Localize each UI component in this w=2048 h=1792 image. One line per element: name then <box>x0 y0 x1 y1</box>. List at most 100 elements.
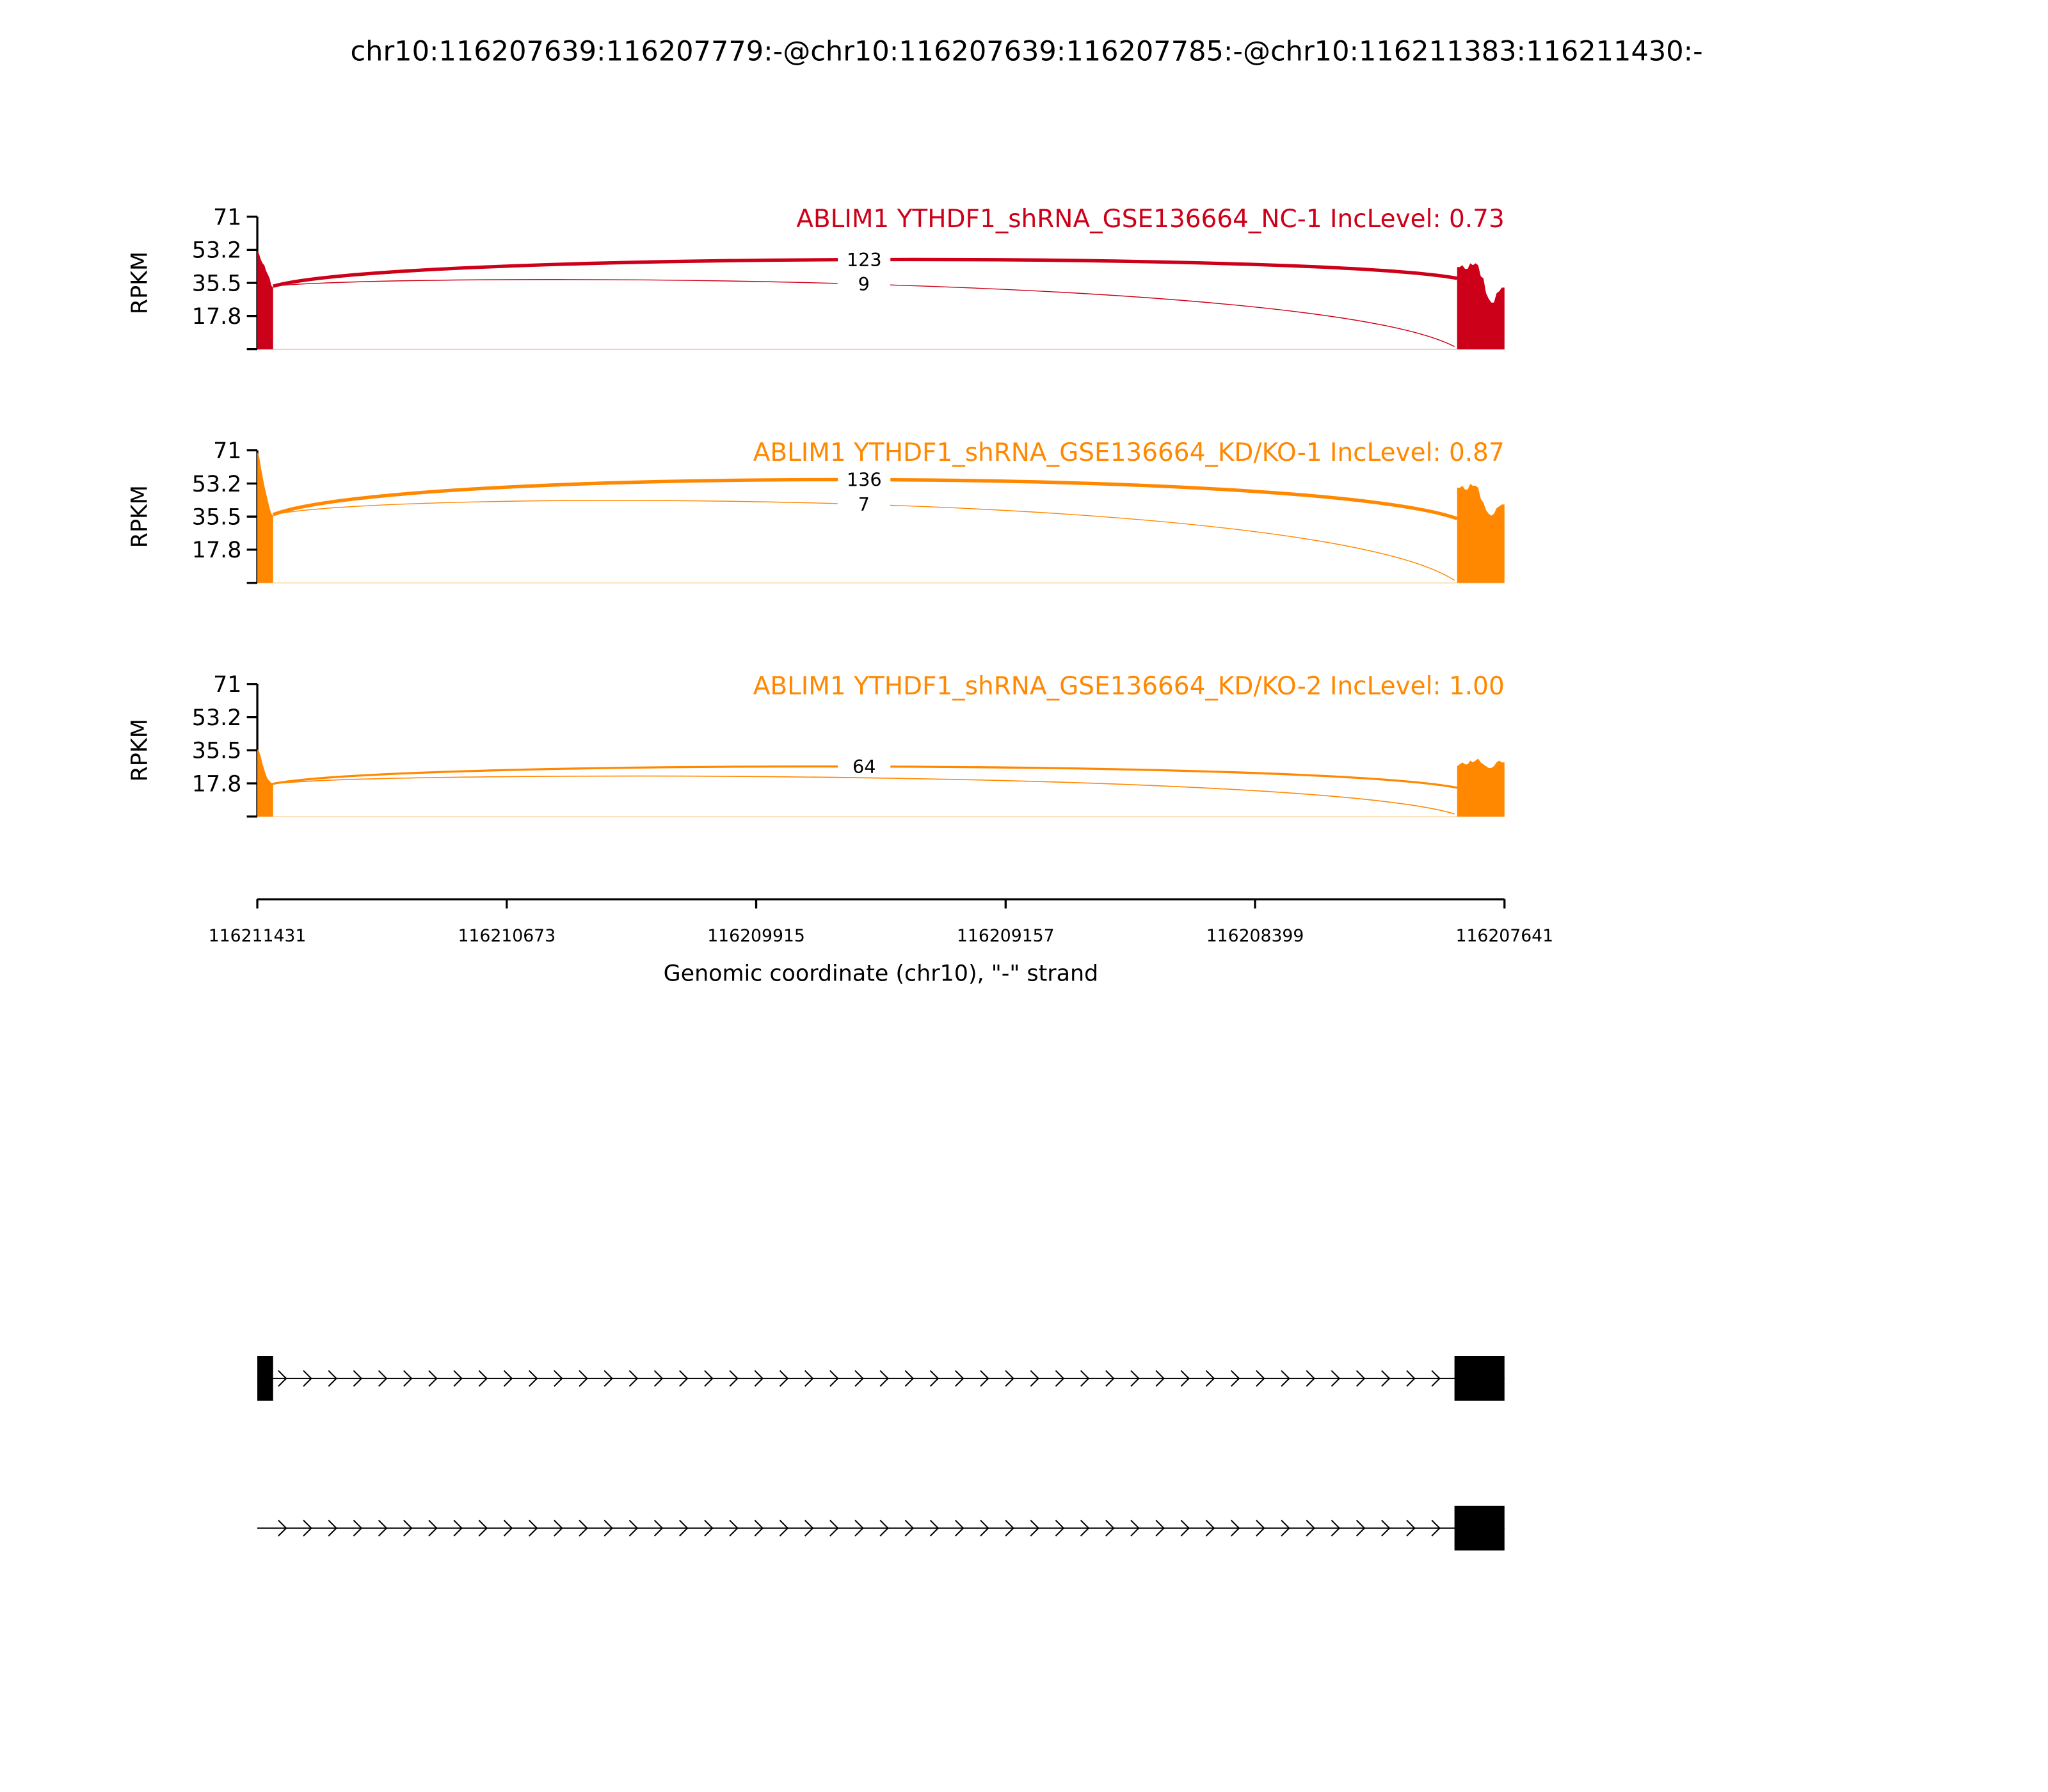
y-axis-label: RPKM <box>127 485 153 548</box>
strand-arrow-icon <box>980 1519 989 1537</box>
strand-arrow-icon <box>854 1370 864 1387</box>
junction-label-bg <box>837 272 890 296</box>
junction-label-bg <box>838 755 891 779</box>
strand-arrow-icon <box>353 1370 363 1387</box>
y-tick-label: 53.2 <box>192 238 242 264</box>
junction-count-label: 9 <box>858 273 870 295</box>
strand-arrow-icon <box>428 1519 438 1537</box>
strand-arrow-icon <box>1205 1519 1215 1537</box>
strand-arrow-icon <box>554 1370 563 1387</box>
junction-label-bg <box>838 468 891 492</box>
strand-arrow-icon <box>579 1370 588 1387</box>
strand-arrow-icon <box>729 1519 739 1537</box>
y-tick-label: 17.8 <box>192 538 242 563</box>
y-axis-label: RPKM <box>127 252 153 314</box>
strand-arrow-icon <box>403 1519 413 1537</box>
strand-arrow-icon <box>1356 1519 1366 1537</box>
x-tick-label: 116207641 <box>1455 926 1553 946</box>
strand-arrow-icon <box>453 1519 463 1537</box>
strand-arrow-icon <box>1356 1370 1366 1387</box>
strand-arrow-icon <box>528 1370 538 1387</box>
coverage-right-exon <box>1457 484 1505 583</box>
strand-arrow-icon <box>1230 1370 1240 1387</box>
y-tick-label: 53.2 <box>192 705 242 731</box>
strand-arrow-icon <box>1406 1370 1416 1387</box>
junction-count-label: 64 <box>852 756 876 778</box>
exon-block <box>1454 1356 1505 1401</box>
strand-arrow-icon <box>904 1370 915 1387</box>
strand-arrow-icon <box>503 1370 513 1387</box>
strand-arrow-icon <box>1230 1519 1240 1537</box>
strand-arrow-icon <box>278 1370 287 1387</box>
strand-arrow-icon <box>929 1519 940 1537</box>
strand-arrow-icon <box>1306 1370 1315 1387</box>
strand-arrow-icon <box>1080 1519 1090 1537</box>
strand-arrow-icon <box>929 1370 940 1387</box>
exon-block <box>1454 1505 1505 1551</box>
strand-arrow-icon <box>679 1519 689 1537</box>
strand-arrow-icon <box>1331 1370 1341 1387</box>
strand-arrow-icon <box>804 1370 814 1387</box>
transcript-2 <box>257 1505 1505 1551</box>
panel-3: 71 53.2 35.5 17.8 RPKM 64 ABLIM1 YTHDF1_shRNA_… <box>127 672 1505 818</box>
strand-arrow-icon <box>1155 1519 1165 1537</box>
panel-label: ABLIM1 YTHDF1_shRNA_GSE136664_NC-1 IncLe… <box>796 205 1505 234</box>
strand-arrow-icon <box>779 1370 789 1387</box>
coverage-right-exon <box>1457 758 1505 817</box>
strand-arrow-icon <box>1005 1370 1014 1387</box>
strand-arrow-icon <box>1130 1519 1140 1537</box>
x-tick-label: 116211431 <box>209 926 307 946</box>
strand-arrow-icon <box>879 1519 889 1537</box>
y-tick-label: 35.5 <box>192 271 242 296</box>
strand-arrow-icon <box>1130 1370 1140 1387</box>
strand-arrow-icon <box>829 1519 839 1537</box>
strand-arrow-icon <box>628 1519 639 1537</box>
strand-arrow-icon <box>754 1370 764 1387</box>
strand-arrow-icon <box>1256 1519 1265 1537</box>
strand-arrow-icon <box>1105 1519 1115 1537</box>
strand-arrow-icon <box>1030 1519 1040 1537</box>
strand-arrow-icon <box>1281 1519 1290 1537</box>
y-tick-label: 71 <box>213 205 241 230</box>
junction-count-label: 136 <box>847 469 882 491</box>
strand-arrow-icon <box>829 1370 839 1387</box>
strand-arrow-icon <box>278 1519 287 1537</box>
coverage-left-exon <box>257 250 273 349</box>
junction-label-bg <box>837 492 890 516</box>
strand-arrow-icon <box>1331 1519 1341 1537</box>
x-tick-label: 116210673 <box>458 926 556 946</box>
y-tick-label: 71 <box>213 672 241 698</box>
y-tick-label: 71 <box>213 438 241 464</box>
strand-arrow-icon <box>579 1519 588 1537</box>
strand-arrow-icon <box>503 1519 513 1537</box>
strand-arrow-icon <box>1381 1370 1391 1387</box>
coverage-right-exon <box>1457 263 1505 349</box>
strand-arrow-icon <box>704 1370 714 1387</box>
coverage-left-exon <box>257 452 273 583</box>
panel-label: ABLIM1 YTHDF1_shRNA_GSE136664_KD/KO-1 In… <box>753 438 1505 467</box>
strand-arrow-icon <box>1180 1370 1190 1387</box>
strand-arrow-icon <box>854 1519 864 1537</box>
gene-models <box>257 1356 1505 1551</box>
strand-arrow-icon <box>478 1519 488 1537</box>
strand-arrow-icon <box>328 1370 337 1387</box>
panel-label: ABLIM1 YTHDF1_shRNA_GSE136664_KD/KO-2 In… <box>753 672 1505 701</box>
strand-arrow-icon <box>604 1519 613 1537</box>
strand-arrow-icon <box>303 1519 312 1537</box>
strand-arrow-icon <box>653 1519 664 1537</box>
strand-arrow-icon <box>554 1519 563 1537</box>
strand-arrow-icon <box>403 1370 413 1387</box>
y-tick-label: 35.5 <box>192 504 242 530</box>
strand-arrow-icon <box>1105 1370 1115 1387</box>
strand-arrow-icon <box>453 1370 463 1387</box>
strand-arrow-icon <box>904 1519 915 1537</box>
x-tick-label: 116209915 <box>707 926 805 946</box>
coverage-left-exon <box>257 749 273 817</box>
strand-arrow-icon <box>954 1370 964 1387</box>
x-axis: 116211431 116210673 116209915 116209157 1162… <box>209 898 1553 946</box>
strand-arrow-icon <box>779 1519 789 1537</box>
chart-title: chr10:116207639:116207779:-@chr10:116207… <box>351 35 1703 67</box>
strand-arrow-icon <box>1155 1370 1165 1387</box>
